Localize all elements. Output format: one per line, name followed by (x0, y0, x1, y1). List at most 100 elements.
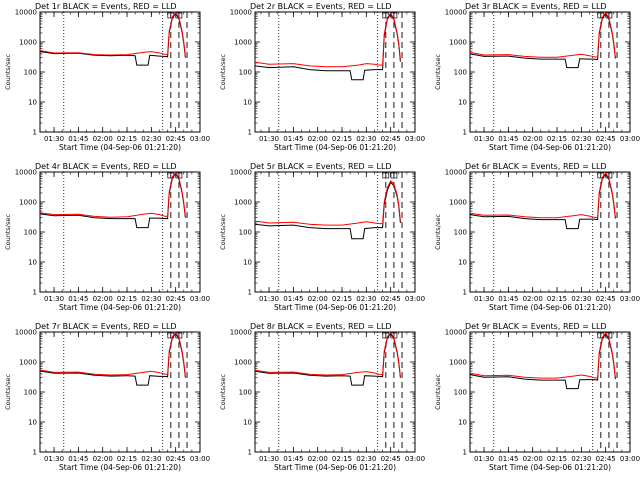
lld-series-line (39, 171, 186, 218)
x-tick-label: 02:45 (381, 135, 401, 143)
lld-series-line (39, 11, 186, 57)
y-tick-label: 10 (243, 99, 252, 107)
panel-title: Det 6r BLACK = Events, RED = LLD (465, 162, 607, 171)
y-tick-label: 1000 (19, 359, 37, 367)
x-tick-label: 02:45 (166, 135, 186, 143)
x-tick-label: 01:30 (44, 295, 64, 303)
y-axis-label: Counts/sec (4, 54, 12, 90)
x-tick-label: 01:45 (283, 455, 303, 463)
x-tick-label: 03:00 (405, 455, 425, 463)
panel-1: Det 1r BLACK = Events, RED = LLD 1 10 100 10… (4, 2, 210, 152)
y-axis-label: Counts/sec (434, 54, 442, 90)
y-tick-label: 1000 (234, 39, 252, 47)
x-tick-label: 01:30 (474, 455, 494, 463)
panel-title: Det 1r BLACK = Events, RED = LLD (35, 2, 177, 11)
lld-series-line (39, 331, 186, 377)
x-tick-label: 01:30 (259, 295, 279, 303)
events-series-line (469, 333, 616, 390)
lld-series-line (469, 12, 616, 58)
x-tick-label: 01:30 (44, 455, 64, 463)
x-tick-label: 01:30 (259, 455, 279, 463)
y-tick-label: 1000 (19, 199, 37, 207)
x-tick-label: 03:00 (405, 135, 425, 143)
panel-title: Det 7r BLACK = Events, RED = LLD (35, 322, 177, 331)
x-tick-label: 01:30 (259, 135, 279, 143)
lld-series-line (254, 12, 401, 68)
y-tick-label: 1000 (234, 359, 252, 367)
y-tick-label: 1 (33, 129, 37, 137)
x-tick-label: 02:00 (93, 295, 113, 303)
marker-box (390, 172, 398, 179)
x-tick-label: 02:30 (356, 135, 376, 143)
x-tick-label: 02:45 (596, 135, 616, 143)
x-tick-label: 02:45 (166, 455, 186, 463)
x-tick-label: 03:00 (190, 135, 210, 143)
y-tick-label: 10 (28, 99, 37, 107)
events-series-line (469, 173, 616, 230)
x-axis-label: Start Time (04-Sep-06 01:21:20) (274, 303, 396, 312)
y-axis-label: Counts/sec (4, 374, 12, 410)
x-axis-label: Start Time (04-Sep-06 01:21:20) (489, 463, 611, 472)
panel-title: Det 4r BLACK = Events, RED = LLD (35, 162, 177, 171)
x-tick-label: 02:30 (141, 295, 161, 303)
y-tick-label: 1000 (449, 39, 467, 47)
x-axis-label: Start Time (04-Sep-06 01:21:20) (274, 143, 396, 152)
lld-series-line (469, 172, 616, 219)
events-series-line (254, 181, 401, 240)
x-tick-label: 02:15 (547, 455, 567, 463)
y-tick-label: 10 (243, 259, 252, 267)
y-tick-label: 10000 (445, 169, 467, 177)
x-axis-label: Start Time (04-Sep-06 01:21:20) (59, 463, 181, 472)
x-tick-label: 01:30 (44, 135, 64, 143)
x-tick-label: 02:00 (93, 135, 113, 143)
lld-series-line (469, 332, 616, 379)
events-series-line (39, 172, 186, 229)
y-tick-label: 1000 (449, 359, 467, 367)
y-tick-label: 10 (458, 259, 467, 267)
y-tick-label: 10000 (445, 9, 467, 17)
y-tick-label: 1 (463, 449, 467, 457)
y-tick-label: 100 (239, 389, 252, 397)
x-tick-label: 03:00 (405, 295, 425, 303)
y-tick-label: 1 (248, 129, 252, 137)
x-tick-label: 03:00 (620, 455, 640, 463)
events-series-line (254, 332, 401, 386)
x-tick-label: 02:00 (523, 135, 543, 143)
marker-box (382, 172, 390, 179)
x-tick-label: 02:00 (523, 455, 543, 463)
x-axis-label: Start Time (04-Sep-06 01:21:20) (59, 303, 181, 312)
lld-series-line (254, 331, 401, 377)
panel-4: Det 4r BLACK = Events, RED = LLD 1 10 100 10… (4, 162, 210, 312)
x-tick-label: 01:45 (68, 455, 88, 463)
events-series-line (469, 12, 616, 69)
y-tick-label: 10000 (445, 329, 467, 337)
y-tick-label: 100 (24, 229, 37, 237)
y-tick-label: 1 (463, 129, 467, 137)
panel-title: Det 8r BLACK = Events, RED = LLD (250, 322, 392, 331)
x-tick-label: 02:15 (117, 455, 137, 463)
y-axis-label: Counts/sec (219, 374, 227, 410)
x-tick-label: 02:30 (141, 135, 161, 143)
panel-title: Det 3r BLACK = Events, RED = LLD (465, 2, 607, 11)
y-tick-label: 100 (454, 229, 467, 237)
x-tick-label: 02:45 (596, 455, 616, 463)
x-tick-label: 02:15 (117, 295, 137, 303)
x-axis-label: Start Time (04-Sep-06 01:21:20) (489, 303, 611, 312)
y-tick-label: 1000 (234, 199, 252, 207)
x-tick-label: 02:30 (356, 295, 376, 303)
y-tick-label: 1 (33, 289, 37, 297)
y-tick-label: 1000 (19, 39, 37, 47)
x-tick-label: 02:30 (571, 135, 591, 143)
x-tick-label: 03:00 (190, 455, 210, 463)
x-tick-label: 03:00 (620, 135, 640, 143)
x-tick-label: 03:00 (620, 295, 640, 303)
events-series-line (39, 332, 186, 386)
y-axis-label: Counts/sec (4, 214, 12, 250)
events-series-line (39, 12, 186, 66)
x-tick-label: 01:45 (498, 455, 518, 463)
x-tick-label: 01:45 (283, 135, 303, 143)
y-tick-label: 10000 (15, 169, 37, 177)
x-tick-label: 01:45 (498, 135, 518, 143)
y-tick-label: 10000 (230, 169, 252, 177)
panel-2: Det 2r BLACK = Events, RED = LLD 1 10 100 10… (219, 2, 425, 152)
